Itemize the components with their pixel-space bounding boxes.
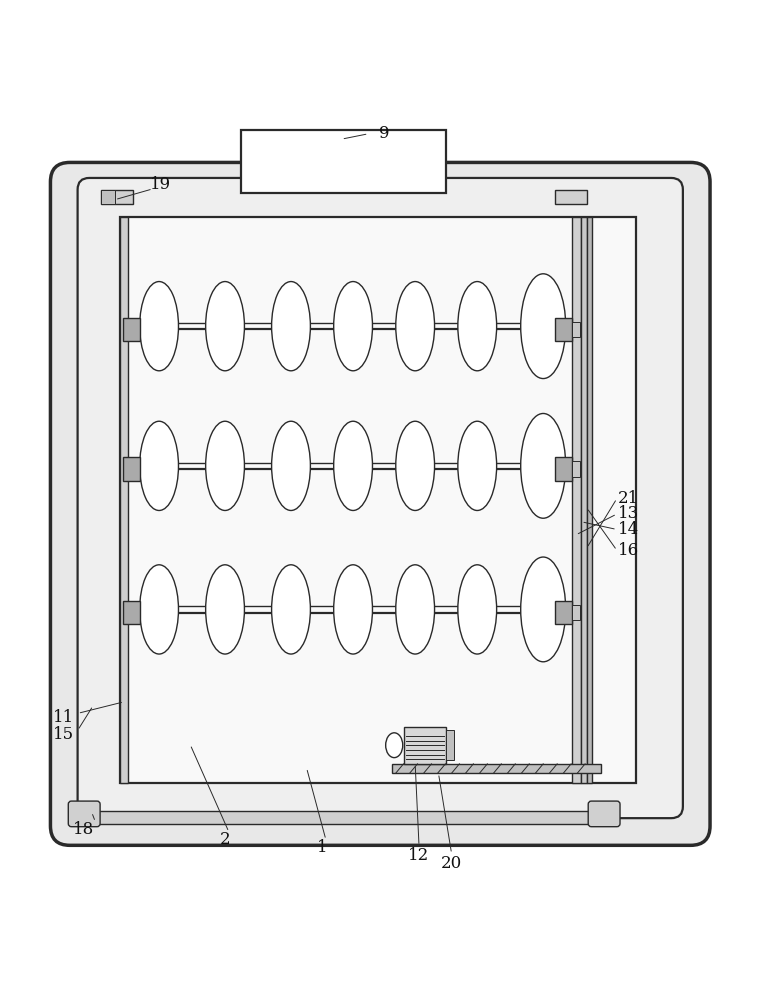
Ellipse shape <box>334 421 372 510</box>
Ellipse shape <box>334 565 372 654</box>
Bar <box>123 601 140 624</box>
Bar <box>587 217 592 783</box>
Text: 18: 18 <box>73 821 95 838</box>
Text: 20: 20 <box>441 855 462 872</box>
Ellipse shape <box>396 421 435 510</box>
Text: 19: 19 <box>150 176 171 193</box>
Text: 9: 9 <box>379 125 390 142</box>
Ellipse shape <box>521 413 566 518</box>
Ellipse shape <box>521 274 566 379</box>
Ellipse shape <box>272 421 310 510</box>
Bar <box>581 217 587 783</box>
Text: 1: 1 <box>317 839 327 856</box>
Bar <box>572 322 580 337</box>
Text: 16: 16 <box>618 542 639 559</box>
Ellipse shape <box>386 733 403 758</box>
FancyBboxPatch shape <box>78 178 683 818</box>
Ellipse shape <box>206 565 244 654</box>
Bar <box>555 457 572 481</box>
Bar <box>120 217 128 783</box>
Ellipse shape <box>458 421 497 510</box>
Text: 12: 12 <box>408 847 430 864</box>
Ellipse shape <box>334 282 372 371</box>
Text: 2: 2 <box>220 831 230 848</box>
Bar <box>120 217 636 783</box>
Ellipse shape <box>206 282 244 371</box>
Bar <box>392 764 601 773</box>
Text: 15: 15 <box>53 726 74 743</box>
Bar <box>97 811 591 824</box>
Ellipse shape <box>396 282 435 371</box>
Bar <box>123 318 140 341</box>
Text: 14: 14 <box>618 521 639 538</box>
Bar <box>101 190 115 204</box>
Bar <box>572 605 580 620</box>
Ellipse shape <box>140 282 178 371</box>
Ellipse shape <box>206 421 244 510</box>
Ellipse shape <box>521 557 566 662</box>
Bar <box>555 601 572 624</box>
Ellipse shape <box>396 565 435 654</box>
Ellipse shape <box>272 565 310 654</box>
Text: 13: 13 <box>618 505 639 522</box>
Bar <box>555 318 572 341</box>
Bar <box>446 730 454 760</box>
Bar <box>572 217 581 783</box>
Bar <box>241 130 446 193</box>
Bar <box>572 461 580 477</box>
Ellipse shape <box>140 565 178 654</box>
Ellipse shape <box>458 282 497 371</box>
Bar <box>101 190 133 204</box>
FancyBboxPatch shape <box>68 801 100 827</box>
Bar <box>123 457 140 481</box>
Ellipse shape <box>140 421 178 510</box>
Bar <box>404 727 446 764</box>
Bar <box>555 190 587 204</box>
Text: 11: 11 <box>53 709 74 726</box>
Ellipse shape <box>458 565 497 654</box>
FancyBboxPatch shape <box>588 801 620 827</box>
Text: 21: 21 <box>618 490 639 507</box>
FancyBboxPatch shape <box>50 162 710 845</box>
Ellipse shape <box>272 282 310 371</box>
